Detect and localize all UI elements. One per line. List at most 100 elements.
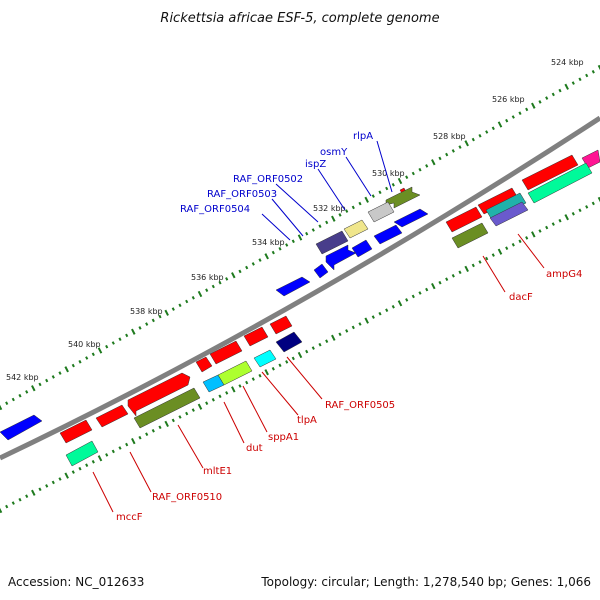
tick-mark-minor [478,134,482,138]
tick-mark-minor [78,466,82,471]
gene-label: ampG4 [546,269,582,280]
gene-mltE1[interactable]: mltE1 [133,387,232,477]
tick-mark-major [164,420,169,428]
gene-arrow [127,372,191,417]
tick-label: 542 kbp [6,373,39,382]
tick-mark-minor [258,258,262,262]
tick-mark-major [531,231,536,238]
tick-mark-major [97,455,103,462]
tick-mark-minor [105,344,109,349]
gene-mccF[interactable]: mccF [65,440,143,523]
genome-summary-text: Topology: circular; Length: 1,278,540 bp… [260,575,591,589]
tick-mark-minor [325,339,329,343]
tick-mark-minor [318,342,322,347]
tick-mark-minor [271,250,275,255]
tick-mark-major [431,282,436,290]
gene-arrow [253,349,277,368]
tick-mark-major [497,248,503,255]
tick-mark-major [331,334,336,341]
tick-mark-minor [438,156,442,161]
tick-mark-minor [171,418,175,423]
accession-text: Accession: NC_012633 [8,575,144,589]
tick-mark-major [297,234,303,241]
tick-mark-minor [505,118,509,123]
gene-RAF_ORF0504[interactable]: RAF_ORF0504 [180,204,329,279]
leader-line [261,213,291,241]
tick-mark-minor [411,294,415,299]
gene-ampG4[interactable]: ampG4 [527,162,593,280]
tick-mark-minor [185,299,189,304]
tick-mark-major [231,272,236,279]
tick-mark-minor [518,239,522,244]
tick-mark-major [564,83,569,90]
tick-mark-major [131,328,136,335]
tick-mark-minor [291,239,295,244]
tick-mark-minor [578,77,582,82]
leader-line [376,140,393,193]
gene-dut[interactable]: dut [202,374,263,454]
tick-mark-minor [158,425,162,430]
feature-arrow [209,340,243,365]
feature-arrow [351,239,373,258]
tick-mark-minor [18,393,22,398]
gene-tlpA[interactable]: tlpA [253,349,317,426]
tick-mark-minor [58,371,62,375]
leader-line [286,356,323,400]
gene-ispZ[interactable]: ispZ [305,159,369,239]
tick-mark-minor [511,115,515,119]
leader-line [345,156,372,197]
tick-mark-minor [405,298,409,302]
tick-mark-minor [111,341,115,345]
gene-rlpA[interactable]: rlpA [353,131,421,209]
tick-mark-minor [85,356,89,360]
tick-mark-minor [5,401,9,405]
tick-mark-major [31,489,36,496]
tick-mark-minor [238,269,242,274]
gene-label: RAF_ORF0504 [180,204,250,215]
tick-mark-minor [538,100,542,104]
tick-mark-major [264,253,269,260]
gene-osmY[interactable]: osmY [320,147,395,223]
tick-track-inner [0,196,600,514]
tick-label: 534 kbp [252,238,285,247]
tick-mark-minor [525,107,529,112]
tick-mark-minor [38,487,42,492]
tick-mark-minor [278,247,282,251]
gene-RAF_ORF0510[interactable]: RAF_ORF0510 [127,372,222,503]
feature-arrow [489,201,529,227]
gene-arrow [202,374,225,393]
tick-mark-minor [385,308,389,312]
leader-line [517,233,545,269]
tick-mark-major [431,159,436,166]
tick-mark-minor [71,470,75,474]
tick-label: 528 kbp [433,132,466,141]
gene-RAF_ORF0505[interactable]: RAF_ORF0505 [275,331,395,411]
tick-mark-minor [191,408,195,412]
gene-label: dut [246,443,263,454]
tick-mark-minor [418,291,422,295]
tick-mark-minor [11,501,15,505]
tick-mark-major [297,351,303,359]
leader-line [223,401,245,444]
leader-line [275,183,319,223]
tick-mark-major [31,385,36,392]
tick-mark-minor [378,190,382,195]
tick-mark-minor [178,415,182,419]
tick-track-outer [0,64,600,411]
gene-RAF_ORF0502[interactable]: RAF_ORF0502 [233,174,349,255]
tick-mark-minor [551,92,555,97]
tick-mark-major [197,403,203,410]
tick-mark-minor [125,442,129,447]
tick-mark-minor [591,70,595,74]
leader-line [482,255,506,293]
gene-arrow [451,222,489,249]
tick-mark-minor [451,274,455,278]
gene-RAF_ORF0503[interactable]: RAF_ORF0503 [207,189,357,271]
gene-label: mltE1 [203,466,232,477]
gene-arrow [315,230,349,255]
gene-label: ispZ [305,159,326,170]
gene-dacF[interactable]: dacF [451,222,533,303]
gene-arrow [527,162,593,204]
tick-mark-minor [25,494,29,498]
